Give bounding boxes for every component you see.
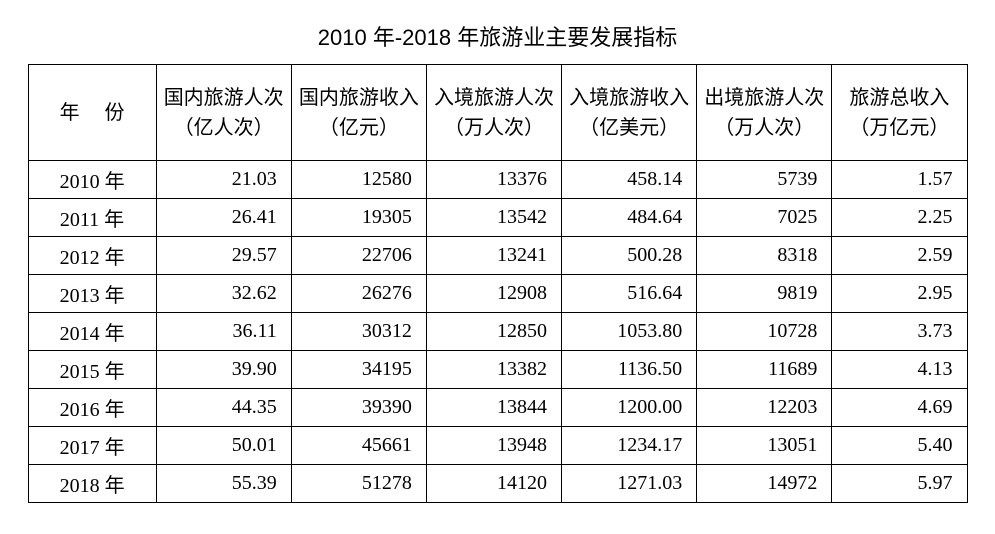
data-cell: 13376 [426, 161, 561, 199]
header-row: 年 份 国内旅游人次（亿人次） 国内旅游收入（亿元） 入境旅游人次（万人次） 入… [28, 65, 967, 161]
table-row: 2010 年21.031258013376458.1457391.57 [28, 161, 967, 199]
col-header-domestic-revenue: 国内旅游收入（亿元） [291, 65, 426, 161]
data-cell: 34195 [291, 351, 426, 389]
year-cell: 2016 年 [28, 389, 156, 427]
data-cell: 51278 [291, 465, 426, 503]
col-header-total-revenue: 旅游总收入（万亿元） [832, 65, 967, 161]
data-cell: 45661 [291, 427, 426, 465]
data-cell: 2.25 [832, 199, 967, 237]
data-cell: 13844 [426, 389, 561, 427]
col-header-domestic-visitors: 国内旅游人次（亿人次） [156, 65, 291, 161]
table-row: 2016 年44.3539390138441200.00122034.69 [28, 389, 967, 427]
data-cell: 5.40 [832, 427, 967, 465]
data-cell: 19305 [291, 199, 426, 237]
data-cell: 8318 [697, 237, 832, 275]
col-header-inbound-visitors: 入境旅游人次（万人次） [426, 65, 561, 161]
data-cell: 1271.03 [562, 465, 697, 503]
data-cell: 26276 [291, 275, 426, 313]
data-cell: 11689 [697, 351, 832, 389]
data-cell: 9819 [697, 275, 832, 313]
data-cell: 516.64 [562, 275, 697, 313]
table-row: 2014 年36.1130312128501053.80107283.73 [28, 313, 967, 351]
data-cell: 22706 [291, 237, 426, 275]
table-row: 2012 年29.572270613241500.2883182.59 [28, 237, 967, 275]
data-cell: 39.90 [156, 351, 291, 389]
year-cell: 2017 年 [28, 427, 156, 465]
year-cell: 2013 年 [28, 275, 156, 313]
col-header-inbound-revenue: 入境旅游收入（亿美元） [562, 65, 697, 161]
data-cell: 1.57 [832, 161, 967, 199]
data-cell: 1200.00 [562, 389, 697, 427]
data-cell: 458.14 [562, 161, 697, 199]
data-cell: 13542 [426, 199, 561, 237]
table-row: 2011 年26.411930513542484.6470252.25 [28, 199, 967, 237]
col-header-year: 年 份 [28, 65, 156, 161]
data-cell: 12908 [426, 275, 561, 313]
table-header: 年 份 国内旅游人次（亿人次） 国内旅游收入（亿元） 入境旅游人次（万人次） 入… [28, 65, 967, 161]
data-cell: 13382 [426, 351, 561, 389]
year-cell: 2012 年 [28, 237, 156, 275]
data-cell: 14120 [426, 465, 561, 503]
table-body: 2010 年21.031258013376458.1457391.572011 … [28, 161, 967, 503]
data-cell: 1234.17 [562, 427, 697, 465]
table-row: 2018 年55.3951278141201271.03149725.97 [28, 465, 967, 503]
table-row: 2015 年39.9034195133821136.50116894.13 [28, 351, 967, 389]
data-cell: 13241 [426, 237, 561, 275]
data-cell: 13948 [426, 427, 561, 465]
data-cell: 36.11 [156, 313, 291, 351]
data-cell: 32.62 [156, 275, 291, 313]
data-cell: 12203 [697, 389, 832, 427]
data-cell: 2.95 [832, 275, 967, 313]
data-cell: 2.59 [832, 237, 967, 275]
data-cell: 10728 [697, 313, 832, 351]
col-header-outbound-visitors: 出境旅游人次（万人次） [697, 65, 832, 161]
table-row: 2013 年32.622627612908516.6498192.95 [28, 275, 967, 313]
data-cell: 4.13 [832, 351, 967, 389]
data-cell: 3.73 [832, 313, 967, 351]
year-cell: 2014 年 [28, 313, 156, 351]
table-title: 2010 年-2018 年旅游业主要发展指标 [20, 20, 975, 52]
data-cell: 7025 [697, 199, 832, 237]
data-cell: 29.57 [156, 237, 291, 275]
data-cell: 55.39 [156, 465, 291, 503]
data-cell: 26.41 [156, 199, 291, 237]
data-cell: 4.69 [832, 389, 967, 427]
data-cell: 13051 [697, 427, 832, 465]
year-cell: 2015 年 [28, 351, 156, 389]
data-cell: 21.03 [156, 161, 291, 199]
data-cell: 500.28 [562, 237, 697, 275]
data-cell: 1136.50 [562, 351, 697, 389]
table-row: 2017 年50.0145661139481234.17130515.40 [28, 427, 967, 465]
data-cell: 5.97 [832, 465, 967, 503]
data-cell: 30312 [291, 313, 426, 351]
data-cell: 12850 [426, 313, 561, 351]
year-cell: 2018 年 [28, 465, 156, 503]
data-cell: 50.01 [156, 427, 291, 465]
data-cell: 14972 [697, 465, 832, 503]
data-cell: 39390 [291, 389, 426, 427]
data-table: 年 份 国内旅游人次（亿人次） 国内旅游收入（亿元） 入境旅游人次（万人次） 入… [28, 64, 968, 503]
data-cell: 484.64 [562, 199, 697, 237]
year-cell: 2011 年 [28, 199, 156, 237]
data-cell: 5739 [697, 161, 832, 199]
data-cell: 12580 [291, 161, 426, 199]
data-cell: 44.35 [156, 389, 291, 427]
data-cell: 1053.80 [562, 313, 697, 351]
year-cell: 2010 年 [28, 161, 156, 199]
